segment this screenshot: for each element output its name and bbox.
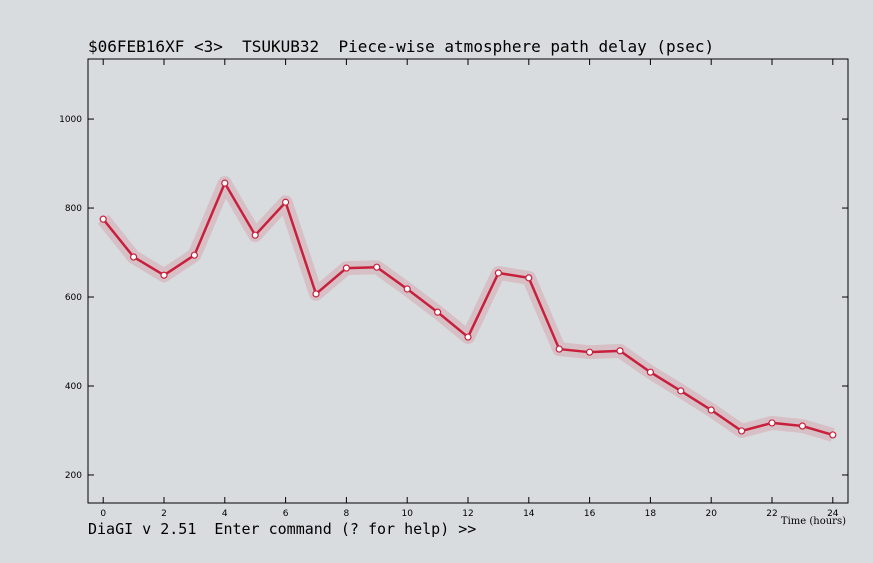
command-prompt[interactable]: DiaGI v 2.51 Enter command (? for help) … bbox=[88, 520, 476, 538]
y-tick-label: 600 bbox=[65, 293, 82, 303]
y-tick-label: 800 bbox=[65, 204, 82, 214]
data-point bbox=[585, 348, 594, 356]
x-tick-label: 18 bbox=[645, 509, 657, 519]
data-point bbox=[737, 427, 746, 435]
x-tick-label: 8 bbox=[344, 509, 350, 519]
data-point bbox=[525, 274, 533, 282]
y-tick-label: 200 bbox=[65, 471, 82, 481]
data-point bbox=[434, 308, 442, 316]
data-point bbox=[555, 345, 563, 353]
x-tick-label: 20 bbox=[705, 509, 717, 519]
x-tick-label: 14 bbox=[523, 509, 535, 519]
data-point bbox=[342, 264, 350, 272]
x-tick-label: 2 bbox=[161, 509, 167, 519]
x-tick-label: 0 bbox=[100, 509, 106, 519]
data-point bbox=[464, 333, 472, 341]
data-point bbox=[251, 231, 259, 239]
data-point bbox=[829, 431, 837, 439]
data-point bbox=[403, 285, 411, 293]
data-point bbox=[190, 251, 198, 259]
x-tick-label: 10 bbox=[401, 509, 413, 519]
data-point bbox=[373, 263, 381, 271]
data-point bbox=[312, 290, 320, 298]
x-tick-label: 16 bbox=[584, 509, 596, 519]
y-tick-label: 1000 bbox=[59, 115, 82, 125]
data-point bbox=[99, 215, 107, 223]
chart-title: $06FEB16XF <3> TSUKUB32 Piece-wise atmos… bbox=[88, 37, 714, 56]
data-point bbox=[221, 179, 229, 187]
data-point bbox=[616, 347, 624, 355]
data-point bbox=[646, 368, 655, 376]
data-point bbox=[768, 419, 776, 427]
x-tick-label: 22 bbox=[766, 509, 777, 519]
y-tick-label: 400 bbox=[65, 382, 82, 392]
data-point bbox=[130, 253, 138, 261]
x-tick-label: 12 bbox=[462, 509, 473, 519]
x-tick-label: 6 bbox=[283, 509, 289, 519]
data-point bbox=[494, 269, 502, 277]
x-tick-label: 4 bbox=[222, 509, 228, 519]
x-tick-label: 24 bbox=[827, 509, 839, 519]
data-point bbox=[677, 387, 685, 395]
data-point bbox=[160, 271, 168, 279]
data-point bbox=[282, 198, 290, 206]
data-point bbox=[798, 422, 807, 430]
x-axis-label: Time (hours) bbox=[781, 516, 846, 527]
data-point bbox=[707, 406, 715, 414]
